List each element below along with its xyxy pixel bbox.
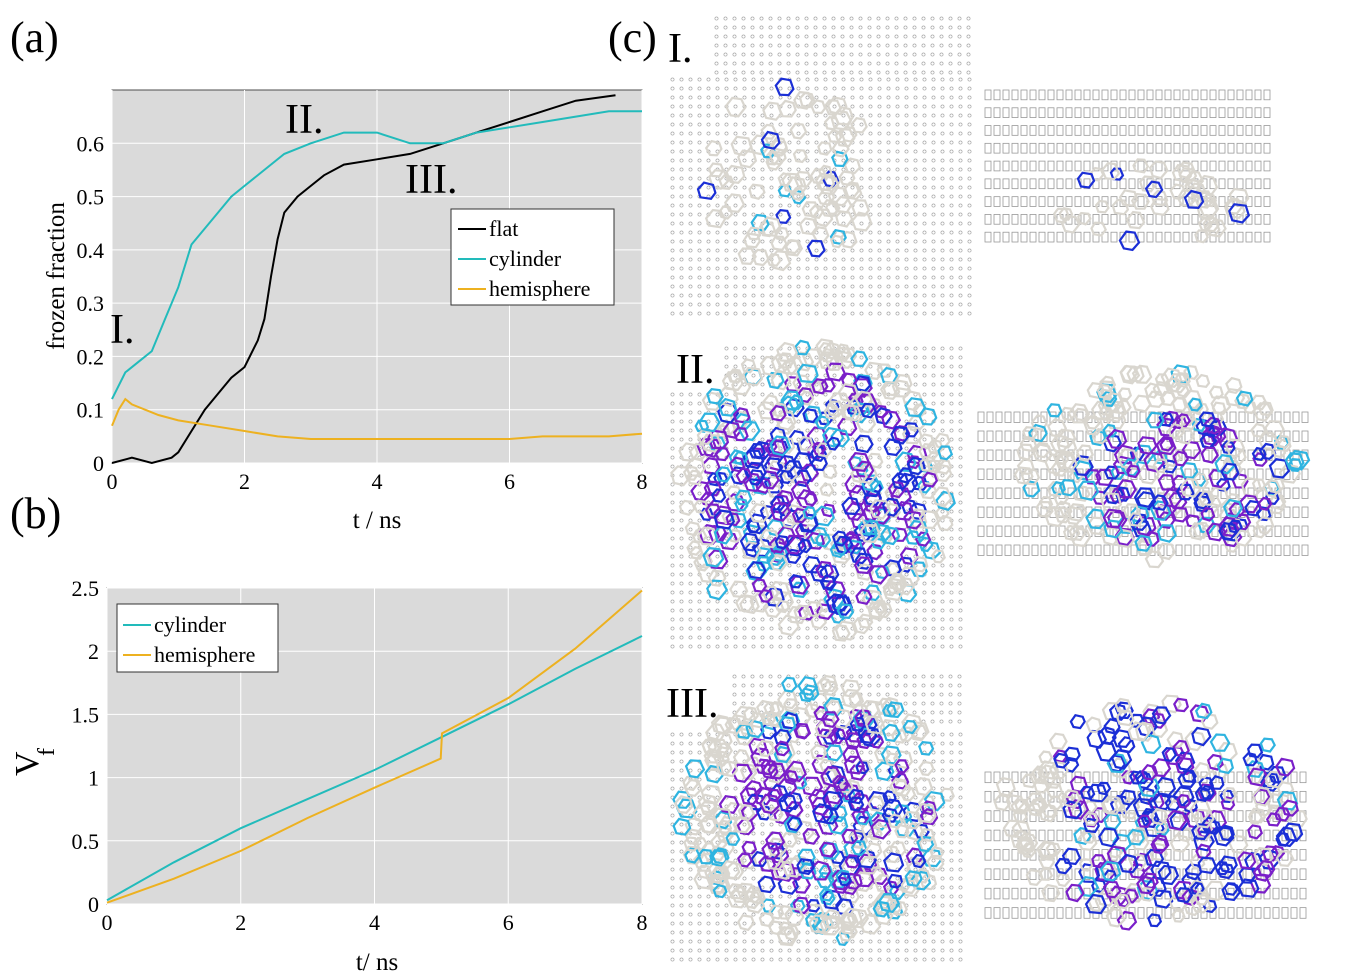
chart-b-xtick-1: 2: [235, 910, 246, 935]
snapshot-II-top-view: [670, 338, 963, 649]
image-label-II: II.: [676, 347, 714, 393]
chart-b-series-hemisphere: [106, 589, 643, 904]
legend-label-hemisphere: hemisphere: [489, 276, 590, 301]
chart-a-ytick-6: 0.6: [77, 131, 105, 156]
chart-b-xtick-2: 4: [369, 910, 380, 935]
snapshot-I-lattice-top: [714, 16, 971, 75]
chart-b-legend: cylinder hemisphere: [116, 603, 279, 673]
chart-a-ytick-5: 0.5: [77, 185, 105, 210]
chart-b-series-cylinder: [106, 635, 643, 902]
chart-a-ytick-2: 0.2: [77, 344, 105, 369]
snapshot-I-cluster: [696, 77, 873, 272]
chart-a-xtick-0: 0: [107, 469, 118, 494]
chart-a-ytick-4: 0.4: [77, 238, 105, 263]
chart-a-xtick-2: 4: [372, 469, 383, 494]
chart-a-xtick-1: 2: [239, 469, 250, 494]
chart-b: 0 2 4 6 8 0 0.5 1 1.5 2 2.5 t/ ns V f cylinder hem…: [9, 576, 648, 976]
legend-label-flat: flat: [489, 216, 518, 241]
snapshot-III-cluster: [672, 674, 955, 947]
chart-b-ytick-1: 0.5: [72, 829, 100, 854]
chart-a-series-hemisphere: [111, 397, 643, 440]
chart-b-ytick-5: 2.5: [72, 576, 100, 601]
chart-b-ylabel-sub: f: [34, 748, 60, 756]
chart-b-ytick-2: 1: [88, 766, 99, 791]
chart-a-ytick-0: 0: [93, 451, 104, 476]
chart-a-ytick-1: 0.1: [77, 398, 105, 423]
chart-a-xtick-3: 6: [504, 469, 515, 494]
image-label-III: III.: [666, 681, 718, 727]
chart-a: 0 2 4 6 8 0 0.1 0.2 0.3 0.4 0.5 0.6 t / ns frozen f…: [43, 89, 648, 534]
chart-b-ytick-0: 0: [88, 892, 99, 917]
snapshot-II-lattice: [670, 392, 963, 649]
annotation-I: I.: [110, 307, 135, 353]
chart-a-series-cylinder: [111, 110, 642, 400]
panel-label-a: (a): [10, 13, 59, 62]
snapshot-III-top-view: [670, 674, 963, 962]
chart-a-ylabel: frozen fraction: [43, 202, 70, 350]
panel-label-b: (b): [10, 489, 61, 538]
legend-b-label-hemisphere: hemisphere: [154, 642, 255, 667]
chart-a-xlabel: t / ns: [353, 507, 402, 534]
chart-b-ylabel-main: V: [9, 751, 46, 776]
panel-c: I. II. III.: [666, 16, 1311, 962]
chart-b-xtick-3: 6: [503, 910, 514, 935]
snapshot-II-cluster: [670, 338, 956, 642]
chart-b-xtick-0: 0: [102, 910, 113, 935]
legend-label-cylinder: cylinder: [489, 246, 562, 271]
annotation-III: III.: [405, 157, 457, 203]
image-label-I: I.: [668, 26, 693, 72]
legend-b-label-cylinder: cylinder: [154, 612, 227, 637]
chart-b-ytick-4: 2: [88, 639, 99, 664]
chart-a-legend: flat cylinder hemisphere: [450, 208, 615, 306]
snapshot-II-side-cluster: [1013, 364, 1311, 569]
chart-b-ylabel: V f: [9, 748, 60, 776]
chart-a-xtick-4: 8: [637, 469, 648, 494]
snapshot-I-side-view: [984, 89, 1271, 252]
snapshot-II-side-view: [977, 364, 1311, 569]
snapshot-I-top-view: [670, 16, 972, 316]
snapshot-I-side-cluster: [1052, 158, 1251, 252]
snapshot-III-side-view: [984, 694, 1308, 931]
panel-label-c: (c): [608, 13, 657, 62]
chart-b-xlabel: t/ ns: [356, 949, 398, 976]
snapshot-III-side-cluster: [993, 694, 1308, 931]
chart-a-ytick-3: 0.3: [77, 291, 105, 316]
chart-b-ytick-3: 1.5: [72, 702, 100, 727]
annotation-II: II.: [285, 97, 323, 143]
chart-b-xtick-4: 8: [637, 910, 648, 935]
